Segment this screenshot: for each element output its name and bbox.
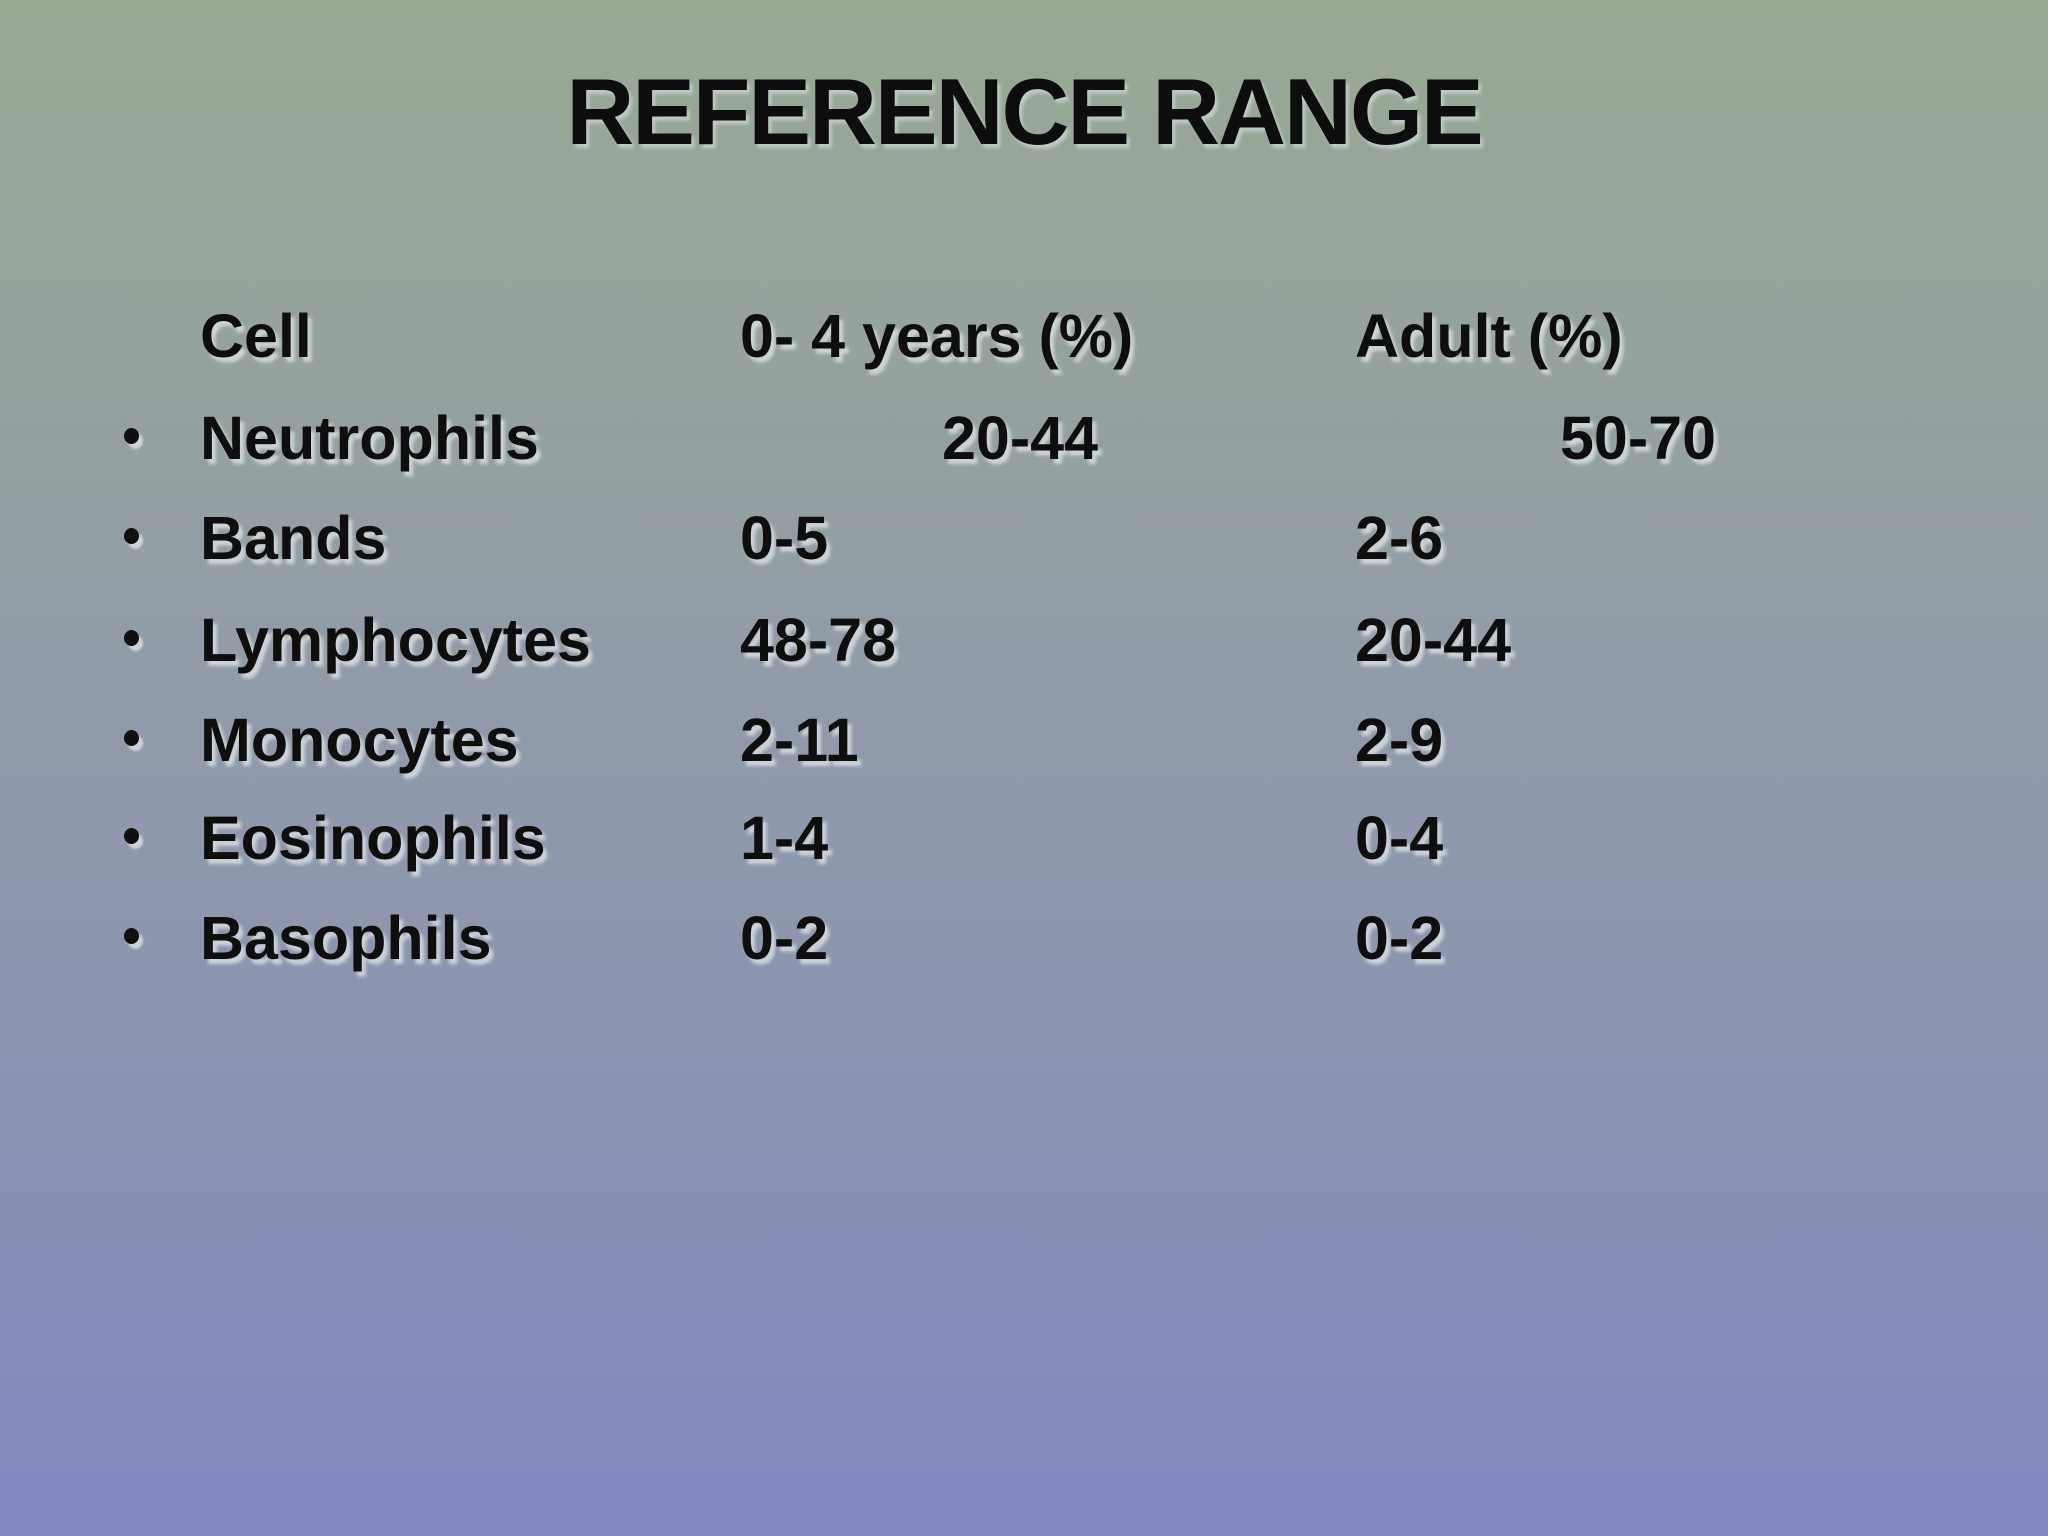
row-value-adult: 0-4: [1355, 804, 1444, 872]
row-label: Basophils: [200, 904, 492, 972]
bullet-icon: [124, 928, 139, 944]
column-header-cell: Cell: [200, 302, 312, 370]
table-row-eosinophils: Eosinophils 1-4 0-4: [0, 788, 2048, 888]
slide-title: REFERENCE RANGE: [566, 59, 1483, 164]
table-row-basophils: Basophils 0-2 0-2: [0, 888, 2048, 988]
row-value-adult: 20-44: [1355, 606, 1512, 674]
row-value-0-4-years: 0-2: [740, 904, 829, 972]
column-header-0-4-years: 0- 4 years (%): [740, 302, 1134, 370]
bullet-icon: [124, 428, 139, 444]
row-value-adult: 50-70: [1560, 404, 1717, 472]
row-value-0-4-years: 2-11: [740, 706, 859, 774]
table-row-lymphocytes: Lymphocytes 48-78 20-44: [0, 590, 2048, 690]
table-row-monocytes: Monocytes 2-11 2-9: [0, 690, 2048, 790]
bullet-icon: [124, 528, 139, 544]
bullet-icon: [124, 730, 139, 746]
row-label: Neutrophils: [200, 404, 539, 472]
row-label: Bands: [200, 504, 387, 572]
row-value-adult: 2-6: [1355, 504, 1444, 572]
table-row-neutrophils: Neutrophils 20-44 50-70: [0, 388, 2048, 488]
table-header-row: Cell 0- 4 years (%) Adult (%): [0, 286, 2048, 386]
row-label: Monocytes: [200, 706, 519, 774]
table-row-bands: Bands 0-5 2-6: [0, 488, 2048, 588]
row-value-0-4-years: 1-4: [740, 804, 829, 872]
row-value-adult: 2-9: [1355, 706, 1444, 774]
bullet-icon: [124, 630, 139, 646]
bullet-icon: [124, 828, 139, 844]
row-value-0-4-years: 48-78: [740, 606, 897, 674]
column-header-adult: Adult (%): [1355, 302, 1623, 370]
row-label: Lymphocytes: [200, 606, 591, 674]
row-value-adult: 0-2: [1355, 904, 1444, 972]
row-value-0-4-years: 0-5: [740, 504, 829, 572]
row-value-0-4-years: 20-44: [942, 404, 1099, 472]
row-label: Eosinophils: [200, 804, 546, 872]
